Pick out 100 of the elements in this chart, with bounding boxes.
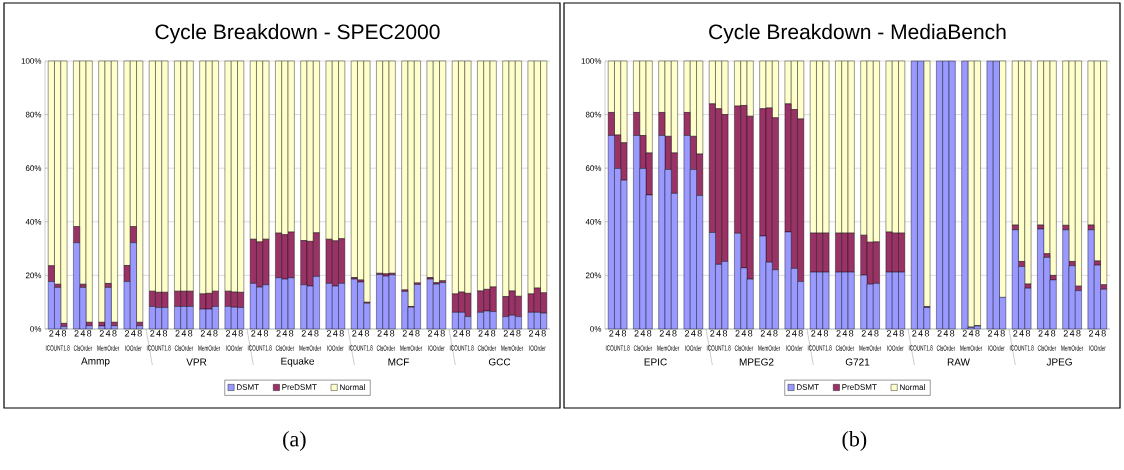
x-tick-label: 8	[773, 330, 778, 337]
x-tick-label: 8	[798, 330, 803, 337]
x-tick-label: 8	[1076, 330, 1081, 337]
x-tick-label: 4	[1019, 330, 1024, 337]
x-tick-label: 4	[459, 330, 464, 337]
text: (b)	[842, 431, 867, 451]
x-tick-label: 2	[609, 330, 614, 337]
x-tick-label: 2	[659, 330, 664, 337]
legend-label: PreDSMT	[282, 384, 317, 390]
x-tick-label: 4	[716, 330, 721, 337]
x-tick-label: 8	[874, 330, 879, 337]
x-tick-label: 8	[465, 330, 471, 337]
legend-label: Normal	[340, 384, 365, 390]
x-tick-label: 4	[257, 330, 262, 337]
x-tick-label: 4	[131, 330, 136, 337]
text: Equake	[281, 357, 315, 367]
x-tick-label: 4	[1044, 330, 1050, 337]
x-tick-label: 8	[213, 330, 218, 337]
x-tick-label: 2	[634, 330, 639, 337]
y-tick-label: 20%	[585, 272, 602, 279]
x-tick-label: 4	[1095, 330, 1100, 337]
x-tick-label: 4	[691, 330, 696, 337]
y-tick-label: 40%	[25, 218, 42, 225]
x-tick-label: 4	[943, 330, 949, 337]
x-tick-label: 8	[314, 330, 319, 337]
x-tick-label: 8	[647, 330, 652, 337]
x-tick-label: 2	[428, 330, 433, 337]
x-tick-label: 8	[112, 330, 117, 337]
x-tick-label: 2	[200, 330, 205, 337]
x-tick-label: 4	[1069, 330, 1075, 337]
x-tick-label: 8	[950, 330, 955, 337]
x-tick-label: 2	[125, 330, 130, 337]
y-tick-label: 60%	[585, 165, 602, 172]
x-tick-label: 4	[206, 330, 212, 337]
x-tick-label: 8	[697, 330, 702, 337]
x-tick-label: 2	[760, 330, 765, 337]
y-tick-label: 60%	[25, 165, 42, 172]
x-tick-label: 8	[722, 330, 728, 337]
x-tick-label: 8	[621, 330, 627, 337]
x-tick-label: 2	[377, 330, 382, 337]
x-tick-label: 2	[74, 330, 79, 337]
chart-title: Cycle Breakdown - SPEC2000	[155, 23, 440, 44]
text: G721	[845, 358, 870, 366]
text: MPEG2	[739, 358, 774, 366]
x-tick-label: 4	[80, 330, 86, 337]
x-tick-label: 2	[1063, 330, 1068, 337]
x-tick-label: 2	[1089, 330, 1094, 337]
y-tick-label: 0%	[30, 326, 42, 332]
x-tick-label: 2	[710, 330, 715, 337]
x-tick-label: 4	[867, 330, 873, 337]
legend-label: Normal	[900, 384, 925, 390]
x-tick-label: 4	[893, 330, 898, 337]
legend-label: DSMT	[797, 384, 819, 390]
text: VPR	[186, 358, 207, 366]
x-tick-label: 4	[333, 330, 338, 337]
text: Ammp	[81, 357, 110, 367]
legend-label: DSMT	[237, 384, 259, 390]
x-tick-label: 4	[741, 330, 747, 337]
x-tick-label: 4	[307, 330, 313, 337]
x-tick-label: 8	[238, 330, 243, 337]
x-tick-label: 4	[408, 330, 414, 337]
x-tick-label: 2	[735, 330, 740, 337]
x-tick-label: 4	[484, 330, 490, 337]
x-tick-label: 2	[150, 330, 155, 337]
x-tick-label: 2	[503, 330, 508, 337]
y-tick-label: 100%	[581, 58, 602, 64]
x-tick-label: 2	[478, 330, 483, 337]
x-tick-label: 8	[975, 330, 980, 337]
x-tick-label: 2	[327, 330, 332, 337]
x-tick-label: 4	[994, 330, 999, 337]
x-tick-label: 8	[1025, 330, 1031, 337]
x-tick-label: 8	[491, 330, 496, 337]
x-tick-label: 2	[962, 330, 967, 337]
text: EPIC	[644, 358, 667, 366]
x-tick-label: 8	[87, 330, 92, 337]
x-tick-label: 4	[766, 330, 772, 337]
x-tick-label: 4	[640, 330, 646, 337]
x-tick-label: 8	[390, 330, 395, 337]
x-tick-label: 4	[358, 330, 363, 337]
x-tick-label: 2	[1038, 330, 1043, 337]
x-tick-label: 4	[156, 330, 161, 337]
x-tick-label: 4	[383, 330, 389, 337]
x-tick-label: 8	[1000, 330, 1005, 337]
x-tick-label: 8	[440, 330, 445, 337]
y-tick-label: 80%	[585, 111, 602, 118]
x-tick-label: 8	[849, 330, 854, 337]
x-tick-label: 2	[1013, 330, 1018, 337]
x-tick-label: 4	[232, 330, 237, 337]
x-tick-label: 4	[434, 330, 439, 337]
x-tick-label: 4	[665, 330, 671, 337]
y-tick-label: 40%	[585, 218, 602, 225]
x-tick-label: 4	[792, 330, 797, 337]
y-tick-label: 80%	[25, 111, 42, 118]
x-tick-label: 4	[181, 330, 187, 337]
x-tick-label: 4	[842, 330, 848, 337]
x-tick-label: 4	[105, 330, 111, 337]
text: MCF	[388, 358, 409, 366]
x-tick-label: 2	[301, 330, 306, 337]
x-tick-label: 2	[99, 330, 104, 337]
y-tick-label: 0%	[590, 326, 602, 332]
